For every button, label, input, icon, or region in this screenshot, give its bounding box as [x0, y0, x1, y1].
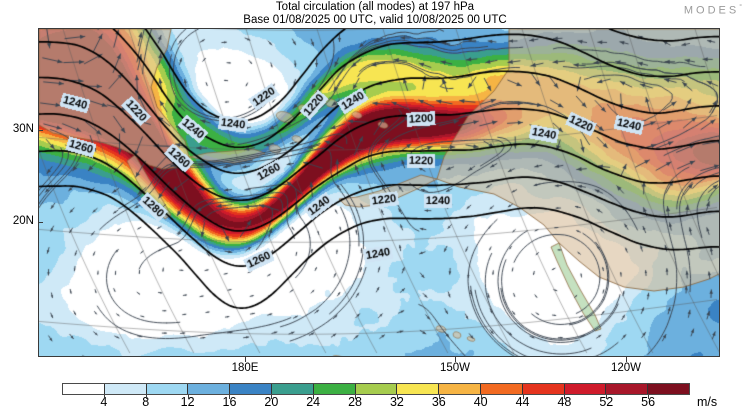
colorbar-tickmark: [103, 395, 105, 399]
colorbar-tickmark: [606, 395, 608, 399]
colorbar-segment-11: [522, 384, 565, 394]
colorbar-tick-36: 36: [431, 395, 446, 409]
latitude-label-20N: 20N: [12, 215, 34, 227]
wind-speed-colorbar: [62, 383, 690, 395]
colorbar-segment-4: [230, 384, 272, 394]
chart-title-block: Total circulation (all modes) at 197 hPa…: [0, 1, 750, 27]
colorbar-tick-24: 24: [306, 395, 321, 409]
wind-speed-contour-map: [39, 29, 719, 356]
latitude-tickmark: [38, 130, 43, 132]
colorbar-segment-13: [606, 384, 649, 394]
colorbar-unit-label: m/s: [697, 395, 718, 409]
colorbar-segment-1: [104, 384, 147, 394]
colorbar-segment-12: [564, 384, 607, 394]
colorbar-segment-9: [439, 384, 481, 394]
colorbar-tick-48: 48: [557, 395, 572, 409]
longitude-label-180E: 180E: [231, 362, 259, 374]
colorbar-tick-40: 40: [473, 395, 488, 409]
colorbar-tick-28: 28: [348, 395, 363, 409]
colorbar-tick-16: 16: [222, 395, 237, 409]
colorbar-segment-6: [313, 384, 356, 394]
colorbar-tickmark: [522, 395, 524, 399]
colorbar-tick-56: 56: [641, 395, 656, 409]
colorbar-tickmark: [564, 395, 566, 399]
latitude-tickmark: [38, 222, 43, 224]
colorbar-tickmark: [480, 395, 482, 399]
colorbar-tickmark: [313, 395, 315, 399]
colorbar-tickmark: [145, 395, 147, 399]
colorbar-tickmark: [229, 395, 231, 399]
chart-title-line2: Base 01/08/2025 00 UTC, valid 10/08/2025…: [243, 14, 507, 26]
longitude-tickmark: [626, 357, 628, 362]
chart-title-line1: Total circulation (all modes) at 197 hPa: [275, 1, 475, 13]
longitude-tickmark: [455, 357, 457, 362]
watermark-text: MODES: [683, 4, 740, 17]
colorbar-segment-0: [63, 384, 105, 394]
colorbar-segment-5: [271, 384, 314, 394]
weather-map-plot-area: [38, 28, 720, 357]
colorbar-tick-8: 8: [142, 395, 150, 409]
colorbar-tickmark: [648, 395, 650, 399]
colorbar-tickmark: [355, 395, 357, 399]
latitude-label-30N: 30N: [12, 123, 34, 135]
colorbar-tick-20: 20: [264, 395, 279, 409]
colorbar-tickmark: [187, 395, 189, 399]
longitude-label-150W: 150W: [439, 362, 471, 374]
colorbar-tick-52: 52: [599, 395, 614, 409]
colorbar-segment-10: [480, 384, 523, 394]
watermark-mark: °: [739, 4, 742, 11]
colorbar-segment-7: [355, 384, 398, 394]
colorbar-segment-8: [397, 384, 440, 394]
colorbar-segment-2: [146, 384, 189, 394]
longitude-tickmark: [245, 357, 247, 362]
colorbar-tickmark: [271, 395, 273, 399]
longitude-label-120W: 120W: [610, 362, 642, 374]
modes-watermark-logo: MODES°: [684, 4, 742, 17]
colorbar-tick-4: 4: [100, 395, 108, 409]
colorbar-tick-12: 12: [180, 395, 195, 409]
colorbar-tick-32: 32: [389, 395, 404, 409]
colorbar-segment-3: [188, 384, 231, 394]
colorbar-tickmark: [438, 395, 440, 399]
colorbar-tickmark: [396, 395, 398, 399]
colorbar-tick-44: 44: [515, 395, 530, 409]
colorbar-segment-14: [648, 384, 689, 394]
